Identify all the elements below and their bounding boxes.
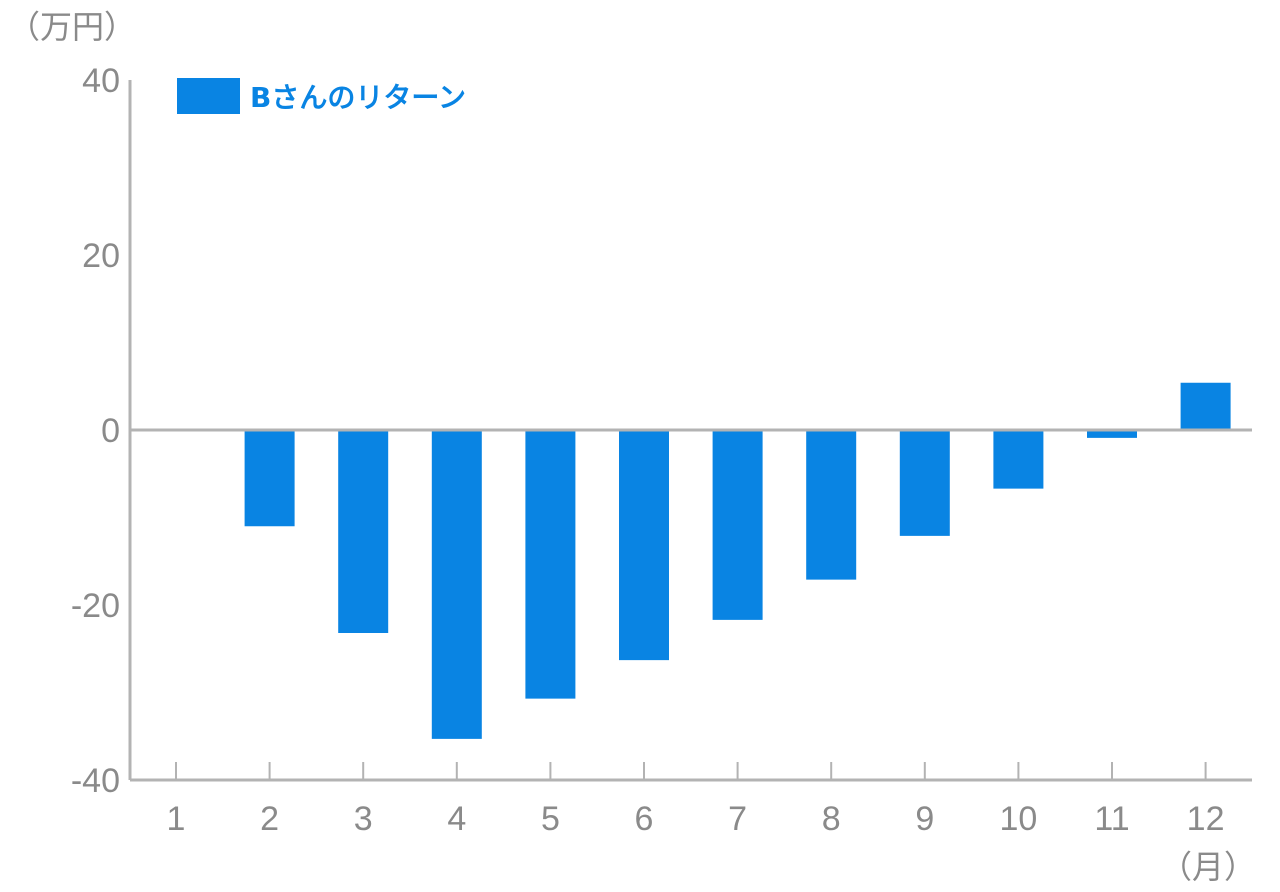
- bar-5: [525, 430, 576, 699]
- x-tick-label: 9: [915, 800, 934, 838]
- x-tick-label: 11: [1094, 800, 1129, 838]
- x-axis-unit-label: （月）: [1160, 848, 1256, 886]
- x-tick-label: 5: [541, 800, 560, 838]
- bar-9: [899, 430, 950, 536]
- bar-12: [1180, 382, 1231, 430]
- bar-2: [244, 430, 295, 527]
- y-tick-label: -20: [71, 587, 120, 625]
- x-tick-label: 8: [822, 800, 841, 838]
- y-axis-ticks: 40 20 0 -20 -40: [71, 62, 120, 800]
- bar-3: [338, 430, 389, 633]
- y-tick-label: 20: [82, 237, 120, 275]
- y-tick-label: 40: [82, 62, 120, 100]
- x-tick-label: 7: [728, 800, 747, 838]
- bar-11: [1087, 430, 1137, 438]
- bar-6: [619, 430, 669, 661]
- bar-10: [993, 430, 1044, 489]
- y-tick-label: -40: [71, 762, 120, 800]
- bar-8: [806, 430, 857, 580]
- legend-swatch: [177, 78, 240, 114]
- y-tick-label: 0: [101, 412, 120, 450]
- legend: Bさんのリターン: [177, 78, 466, 114]
- x-tick-label: 12: [1187, 800, 1225, 838]
- x-tick-label: 10: [999, 800, 1037, 838]
- bar-7: [712, 430, 763, 620]
- bar-4: [431, 430, 482, 739]
- x-axis-ticks: 1 2 3 4 5 6 7 8 9 10 11 12: [167, 762, 1225, 838]
- legend-label: Bさんのリターン: [250, 81, 466, 114]
- bars: [151, 382, 1231, 739]
- axes: [128, 80, 1252, 782]
- x-tick-label: 6: [635, 800, 654, 838]
- x-tick-label: 2: [260, 800, 279, 838]
- x-tick-label: 4: [447, 800, 466, 838]
- x-tick-label: 1: [167, 800, 186, 838]
- y-axis-unit-label: （万円）: [8, 8, 136, 46]
- x-tick-label: 3: [354, 800, 373, 838]
